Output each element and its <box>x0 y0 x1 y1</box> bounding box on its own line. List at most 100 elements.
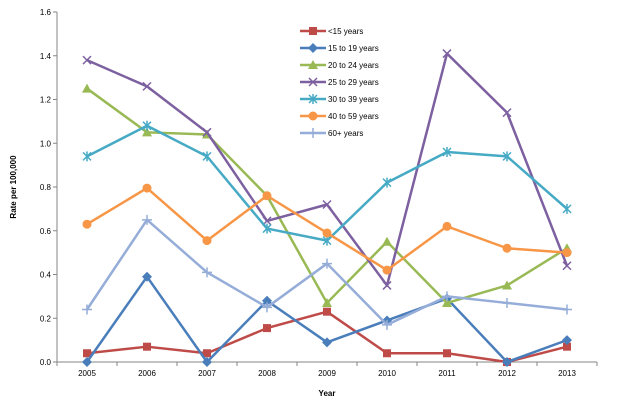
y-tick-label: 0.0 <box>40 358 52 367</box>
legend-marker <box>308 128 318 138</box>
data-point <box>202 267 212 278</box>
x-tick-label: 2008 <box>258 369 276 378</box>
x-tick-label: 2006 <box>138 369 156 378</box>
data-point <box>443 349 451 358</box>
data-point <box>142 183 152 193</box>
series-line <box>86 124 568 242</box>
data-point <box>82 304 92 315</box>
data-point <box>262 302 272 313</box>
x-tick-label: 2005 <box>78 369 96 378</box>
data-point <box>382 236 392 246</box>
data-point <box>82 55 92 65</box>
x-tick-label: 2013 <box>558 369 576 378</box>
legend-item: 60+ years <box>300 128 363 138</box>
legend-label: 25 to 29 years <box>328 78 379 87</box>
data-point <box>322 199 332 210</box>
legend-label: <15 years <box>328 27 363 36</box>
data-point <box>442 291 452 302</box>
y-tick-label: 1.0 <box>40 139 52 148</box>
data-point <box>382 177 392 188</box>
data-point <box>142 271 152 282</box>
data-point <box>142 214 152 225</box>
data-point <box>322 228 332 238</box>
data-point <box>442 49 452 59</box>
series-0 <box>83 307 571 366</box>
x-tick-label: 2009 <box>318 369 336 378</box>
y-axis-label: Rate per 100,000 <box>9 155 18 219</box>
data-point <box>202 151 212 162</box>
data-point <box>322 258 332 269</box>
data-point <box>143 342 151 351</box>
data-point <box>322 337 332 348</box>
legend-item: 30 to 39 years <box>300 94 379 104</box>
data-point <box>442 297 452 307</box>
data-point <box>562 261 572 271</box>
data-point <box>82 357 92 367</box>
data-point <box>382 319 392 330</box>
x-tick-label: 2012 <box>498 369 516 378</box>
legend-label: 60+ years <box>328 129 363 138</box>
legend: <15 years 15 to 19 years 20 to 24 years 25 … <box>300 27 379 138</box>
data-point <box>502 280 512 290</box>
data-point <box>502 357 512 367</box>
legend-marker <box>308 43 318 53</box>
legend-label: 40 to 59 years <box>328 112 379 121</box>
data-point <box>562 335 572 346</box>
series-6 <box>82 214 572 330</box>
data-point <box>262 223 272 234</box>
data-point <box>382 280 392 290</box>
legend-marker <box>309 27 317 35</box>
series-4 <box>82 120 572 246</box>
y-tick-label: 0.4 <box>40 271 52 280</box>
data-point <box>83 349 91 358</box>
data-point <box>82 151 92 162</box>
legend-label: 20 to 24 years <box>328 61 379 70</box>
series-1 <box>82 271 572 367</box>
data-point <box>142 127 152 137</box>
series-group <box>82 49 572 367</box>
legend-item: 15 to 19 years <box>300 43 379 53</box>
legend-label: 30 to 39 years <box>328 95 379 104</box>
data-point <box>502 108 512 118</box>
legend-item: <15 years <box>300 27 363 36</box>
legend-label: 15 to 19 years <box>328 44 379 53</box>
x-tick-label: 2011 <box>438 369 456 378</box>
y-tick-label: 0.6 <box>40 227 52 236</box>
y-tick-label: 0.8 <box>40 183 52 192</box>
data-point <box>562 203 572 214</box>
legend-item: 20 to 24 years <box>300 60 379 70</box>
y-tick-label: 1.4 <box>40 52 52 61</box>
data-point <box>262 191 272 201</box>
series-2 <box>82 83 572 307</box>
legend-marker <box>308 94 318 104</box>
legend-marker <box>308 60 318 69</box>
data-point <box>323 307 331 316</box>
x-axis-label: Year <box>319 389 336 398</box>
series-line <box>86 87 568 305</box>
data-point <box>202 357 212 367</box>
y-tick-label: 1.6 <box>40 8 52 17</box>
data-point <box>502 243 512 253</box>
legend-item: 25 to 29 years <box>300 77 379 87</box>
data-point <box>383 349 391 358</box>
y-tick-label: 1.2 <box>40 96 52 105</box>
data-point <box>442 221 452 231</box>
data-point <box>202 127 212 137</box>
axes: 0.0 0.2 0.4 0.6 0.8 1.0 1.2 1.4 1.6 2005 2006 2007 2… <box>40 8 598 378</box>
data-point <box>562 248 572 258</box>
y-tick-label: 0.2 <box>40 314 52 323</box>
data-point <box>262 295 272 306</box>
legend-marker <box>308 111 318 121</box>
series-line <box>86 52 569 287</box>
data-point <box>502 297 512 308</box>
series-5 <box>82 183 572 275</box>
data-point <box>202 236 212 246</box>
data-point <box>203 349 211 358</box>
data-point <box>142 120 152 131</box>
data-point <box>562 304 572 315</box>
data-point <box>142 81 152 91</box>
data-point <box>322 297 332 307</box>
x-tick-label: 2007 <box>198 369 216 378</box>
data-point <box>502 151 512 162</box>
